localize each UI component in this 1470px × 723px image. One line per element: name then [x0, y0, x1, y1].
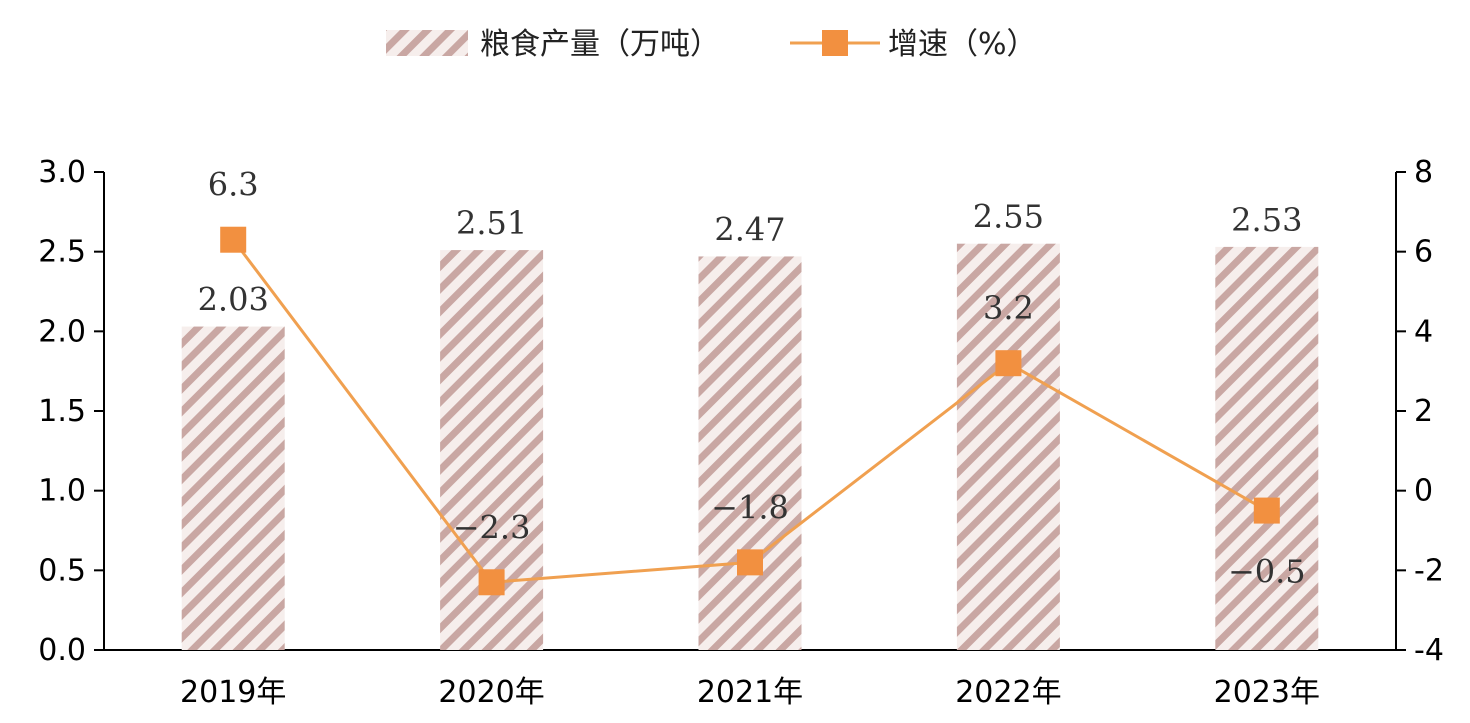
legend: 粮食产量（万吨） 增速（%）: [386, 27, 1037, 62]
bar-value-label: 2.47: [714, 210, 785, 248]
legend-line-label: 增速（%）: [888, 27, 1037, 62]
category-label: 2023年: [1214, 675, 1320, 710]
category-label: 2022年: [955, 675, 1061, 710]
left-y-ticks: 0.0 0.5 1.0 1.5 2.0 2.5 3.0: [38, 155, 104, 668]
left-tick-label: 1.0: [38, 474, 86, 509]
bar-value-label: 2.53: [1231, 201, 1302, 239]
right-tick-label: 4: [1414, 314, 1433, 349]
growth-point: [737, 549, 763, 576]
category-label: 2021年: [697, 675, 803, 710]
legend-bar-label: 粮食产量（万吨）: [480, 27, 720, 62]
bar-value-label: 2.03: [198, 281, 269, 319]
bar: [1215, 246, 1319, 651]
bar: [956, 243, 1060, 650]
legend-bar-swatch: [386, 30, 468, 56]
category-label: 2020年: [438, 675, 544, 710]
right-tick-label: 0: [1414, 474, 1433, 509]
right-tick-label: 8: [1414, 155, 1433, 190]
bar-value-label: 2.51: [456, 204, 527, 242]
bar-value-label: 2.55: [973, 198, 1044, 236]
right-y-ticks: -4 -2 0 2 4 6 8: [1396, 155, 1444, 668]
category-labels: 2019年 2020年 2021年 2022年 2023年: [180, 675, 1320, 710]
right-tick-label: 6: [1414, 235, 1433, 270]
left-tick-label: 0.5: [38, 553, 86, 588]
left-tick-label: 0.0: [38, 633, 86, 668]
growth-value-label: 3.2: [983, 289, 1034, 327]
line-data-labels: 6.3 −2.3 −1.8 3.2 −0.5: [208, 166, 1306, 591]
right-tick-label: 2: [1414, 394, 1433, 429]
left-tick-label: 2.0: [38, 314, 86, 349]
bar: [181, 326, 285, 650]
growth-value-label: −2.3: [453, 508, 531, 546]
growth-point: [478, 569, 505, 596]
left-tick-label: 2.5: [38, 235, 86, 270]
category-label: 2019年: [180, 675, 286, 710]
growth-point: [995, 350, 1022, 377]
bars: [181, 243, 1319, 651]
growth-value-label: −1.8: [711, 488, 789, 526]
growth-line: [220, 226, 1280, 596]
growth-value-label: 6.3: [208, 166, 259, 204]
legend-line-marker: [822, 30, 848, 56]
bar: [698, 256, 802, 650]
right-tick-label: -2: [1414, 553, 1444, 588]
left-tick-label: 1.5: [38, 394, 86, 429]
growth-point: [1253, 497, 1280, 524]
growth-point: [220, 226, 247, 253]
right-tick-label: -4: [1414, 633, 1444, 668]
growth-value-label: −0.5: [1228, 553, 1306, 591]
bar-data-labels: 2.03 2.51 2.47 2.55 2.53: [198, 198, 1303, 319]
left-tick-label: 3.0: [38, 155, 86, 190]
